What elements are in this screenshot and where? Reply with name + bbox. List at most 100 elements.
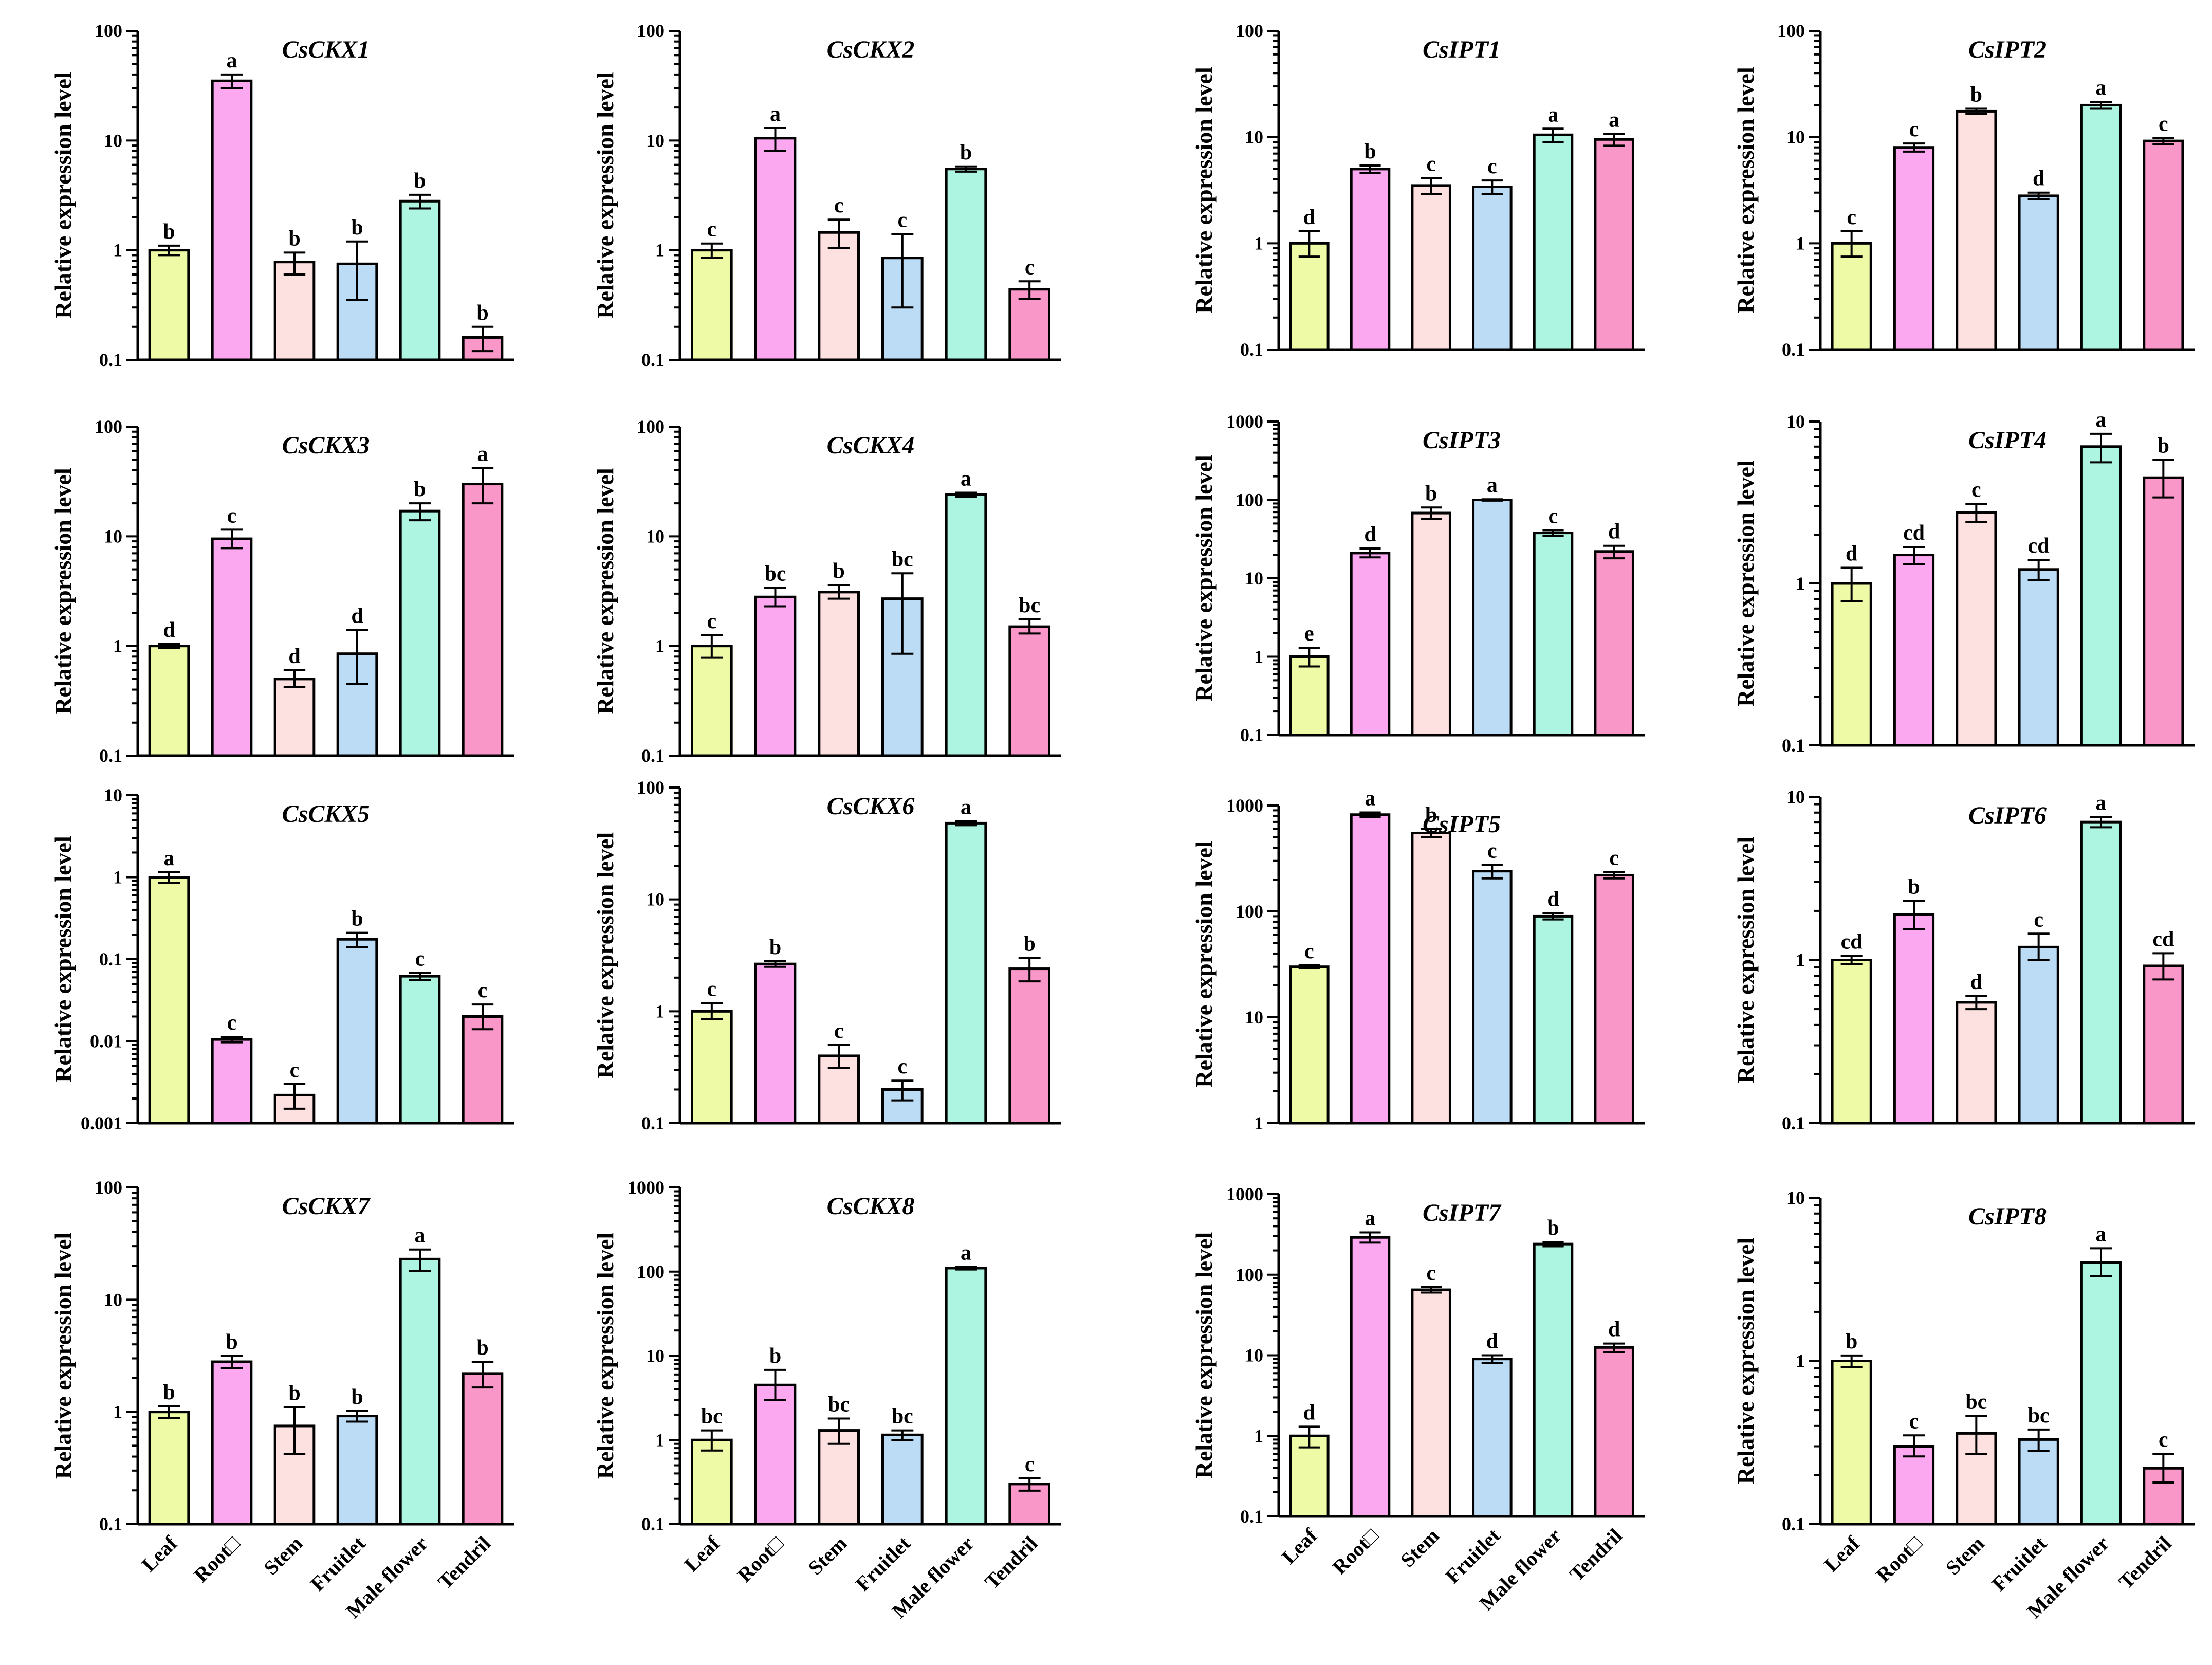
bar xyxy=(1350,1236,1391,1518)
significance-letter: b xyxy=(960,141,972,164)
y-tick-label: 10 xyxy=(1245,1007,1263,1028)
y-axis-label: Relative expression level xyxy=(1732,837,1759,1084)
bar xyxy=(1533,133,1574,351)
chart-title: CsCKX4 xyxy=(827,432,915,459)
y-tick-label: 0.1 xyxy=(1782,1113,1805,1133)
significance-letter: a xyxy=(1609,108,1619,132)
bar xyxy=(2018,945,2059,1125)
significance-letter: a xyxy=(1487,473,1498,497)
y-axis-label: Relative expression level xyxy=(1191,841,1217,1088)
y-tick-label: 1 xyxy=(1796,573,1805,594)
bar xyxy=(1411,1288,1451,1518)
x-tick-label: Stem xyxy=(1941,1532,1989,1580)
x-tick-label: Tendril xyxy=(1565,1524,1627,1586)
bar xyxy=(1008,625,1051,757)
y-tick-label: 100 xyxy=(95,21,122,41)
y-tick-label: 0.001 xyxy=(81,1113,122,1133)
bar xyxy=(1533,1242,1574,1518)
x-tick-label: Stem xyxy=(1396,1524,1444,1572)
bar xyxy=(211,1038,253,1125)
y-tick-label: 1 xyxy=(113,240,122,261)
bar xyxy=(148,876,190,1125)
y-tick-label: 1 xyxy=(1254,1113,1263,1133)
x-tick-label: Leaf xyxy=(1277,1524,1322,1568)
significance-letter: b xyxy=(163,1381,175,1404)
bar xyxy=(2080,820,2122,1125)
significance-letter: cd xyxy=(2152,927,2174,951)
significance-letter: b xyxy=(414,478,426,501)
y-tick-label: 1 xyxy=(1254,1425,1263,1446)
y-tick-label: 10 xyxy=(646,889,665,910)
bar xyxy=(1350,813,1391,1125)
chart-title: CsCKX5 xyxy=(282,800,370,828)
significance-letter: cd xyxy=(2028,534,2050,558)
y-tick-label: 1 xyxy=(113,636,122,656)
y-tick-label: 100 xyxy=(637,21,665,41)
significance-letter: b xyxy=(833,559,844,583)
bar xyxy=(148,1411,190,1526)
significance-letter: b xyxy=(2158,434,2169,458)
significance-letter: a xyxy=(2096,792,2107,815)
y-tick-label: 0.1 xyxy=(1240,339,1263,360)
significance-letter: c xyxy=(1909,1410,1919,1433)
bar xyxy=(2080,1261,2122,1526)
y-axis-label: Relative expression level xyxy=(592,72,618,319)
y-axis-label: Relative expression level xyxy=(1732,460,1759,707)
y-tick-label: 10 xyxy=(646,1346,665,1366)
significance-letter: c xyxy=(2034,908,2043,931)
y-tick-label: 0.1 xyxy=(99,745,122,766)
y-tick-label: 10 xyxy=(1786,127,1805,148)
bar xyxy=(148,249,190,361)
bar xyxy=(1289,965,1330,1125)
y-axis-label: Relative expression level xyxy=(50,468,76,715)
significance-letter: bc xyxy=(765,562,786,586)
bar xyxy=(1411,831,1451,1125)
significance-letter: d xyxy=(1547,888,1559,911)
y-tick-label: 0.01 xyxy=(90,1031,122,1052)
y-tick-label: 100 xyxy=(637,416,665,437)
bar xyxy=(1472,1358,1513,1518)
bar xyxy=(690,249,733,361)
chart-title: CsIPT7 xyxy=(1423,1199,1502,1227)
significance-letter: c xyxy=(898,1055,908,1078)
y-tick-label: 1 xyxy=(1254,647,1263,667)
y-tick-label: 10 xyxy=(646,526,665,546)
y-tick-label: 1 xyxy=(655,636,665,656)
chart-csipt3: 0.1 1 10 100 1000 Relative expression level Cs… xyxy=(1191,411,1645,745)
chart-csckx3: 0.1 1 10 100 Relative expression level CsCKX3… xyxy=(50,416,514,766)
chart-csckx1: 0.1 1 10 100 Relative expression level CsCKX1… xyxy=(50,21,514,370)
bar xyxy=(462,1372,504,1526)
y-tick-label: 1000 xyxy=(1226,1184,1263,1204)
bar xyxy=(1956,109,1997,351)
significance-letter: b xyxy=(1970,83,1982,106)
bar xyxy=(1594,138,1634,351)
bar xyxy=(2143,139,2184,351)
significance-letter: b xyxy=(351,1385,363,1409)
y-axis-label: Relative expression level xyxy=(1191,67,1217,314)
x-tick-label: Fruitlet xyxy=(1987,1531,2052,1596)
bar xyxy=(754,137,797,361)
x-tick-label: Stem xyxy=(259,1532,307,1580)
significance-letter: a xyxy=(961,1241,971,1265)
y-tick-label: 0.1 xyxy=(1782,735,1805,756)
x-tick-label: Stem xyxy=(803,1532,851,1580)
bar xyxy=(690,1010,733,1125)
bar xyxy=(2080,103,2122,351)
y-tick-label: 0.1 xyxy=(1240,725,1263,745)
significance-letter: a xyxy=(961,467,971,490)
significance-letter: a xyxy=(961,796,971,819)
y-tick-label: 0.1 xyxy=(99,350,122,370)
significance-letter: d xyxy=(1608,1318,1620,1342)
y-tick-label: 100 xyxy=(637,1261,665,1282)
y-axis-label: Relative expression level xyxy=(1732,67,1759,314)
significance-letter: a xyxy=(164,847,175,870)
significance-letter: bc xyxy=(2028,1404,2050,1428)
y-tick-label: 1 xyxy=(113,1402,122,1422)
y-tick-label: 0.1 xyxy=(641,1113,665,1133)
bar xyxy=(1472,499,1513,737)
bar xyxy=(399,975,441,1125)
y-axis-label: Relative expression level xyxy=(1191,1232,1217,1479)
